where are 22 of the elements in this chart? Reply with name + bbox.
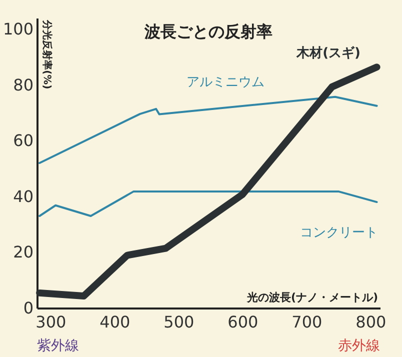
y-tick-label: 20	[13, 242, 34, 262]
series-label: コンクリート	[300, 226, 378, 241]
x-tick-label: 500	[164, 312, 194, 332]
series-label: アルミニウム	[186, 74, 265, 90]
x-tick-label: 600	[228, 312, 258, 332]
x-tick-label: 400	[100, 312, 130, 332]
x-tick-label: 300	[36, 312, 66, 332]
line-series	[38, 190, 378, 217]
x-tick-label: 700	[292, 312, 322, 332]
y-tick-label: 0	[23, 298, 34, 318]
text: 赤外線	[338, 338, 380, 354]
x-tick-label: 800	[356, 312, 386, 332]
series-label: 木材(スギ)	[296, 46, 360, 61]
y-tick-label: 100	[2, 20, 34, 39]
chart-title: 波長ごとの反射率	[144, 22, 272, 41]
y-axis-title: 分光反射率(%)	[41, 19, 53, 90]
line-series	[38, 96, 378, 164]
y-tick-label: 80	[13, 75, 34, 94]
y-tick-label: 60	[13, 131, 34, 150]
text: 紫外線	[37, 338, 79, 354]
x-axis-title: 光の波長(ナノ・メートル)	[246, 291, 378, 304]
y-tick-label: 40	[13, 186, 34, 206]
